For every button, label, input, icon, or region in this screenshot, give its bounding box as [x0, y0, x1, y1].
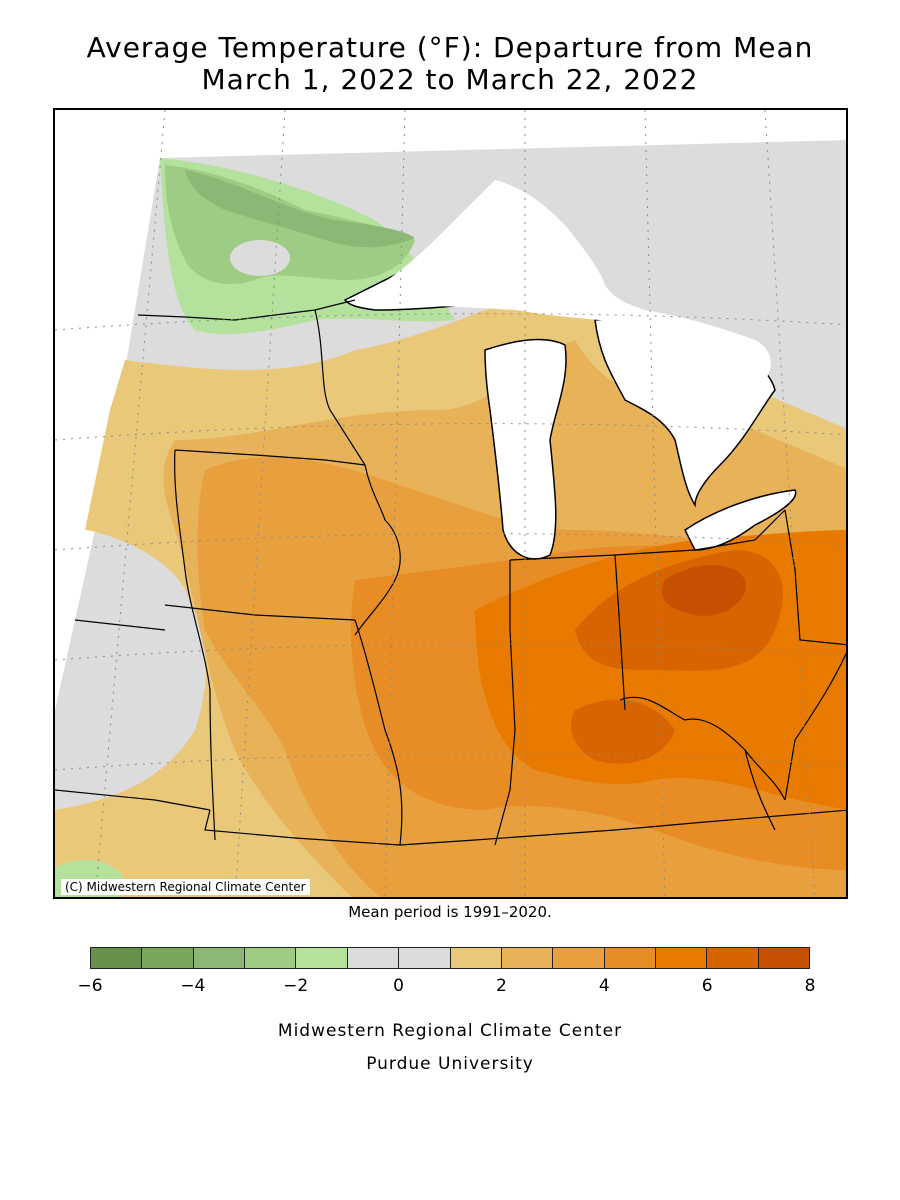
upper-land-canada	[355, 180, 771, 380]
legend-tick-label: 0	[393, 976, 404, 996]
lake-erie	[684, 489, 797, 551]
legend-swatch	[450, 948, 502, 968]
mean-period-note: Mean period is 1991–2020.	[348, 903, 552, 921]
legend-swatch	[655, 948, 708, 968]
lake-michigan	[484, 338, 567, 560]
legend-tick-label: −6	[77, 976, 103, 996]
legend-swatch	[296, 948, 348, 968]
legend-swatch	[399, 948, 451, 968]
legend-swatch	[193, 948, 246, 968]
legend-tick-label: −4	[180, 976, 206, 996]
anomaly-band-11	[185, 170, 415, 248]
legend-swatch	[347, 948, 400, 968]
anomaly-band-12	[230, 240, 290, 276]
legend-tick-label: −2	[283, 976, 309, 996]
color-legend	[90, 947, 810, 969]
map-frame: (C) Midwestern Regional Climate Center	[53, 108, 848, 899]
map-title-line1: Average Temperature (°F): Departure from…	[86, 31, 814, 64]
legend-tick-label: 6	[701, 976, 713, 996]
legend-swatch	[707, 948, 759, 968]
legend-tick-label: 8	[804, 976, 816, 996]
legend-swatch	[553, 948, 605, 968]
legend-swatch	[91, 948, 143, 968]
footer-university: Purdue University	[366, 1054, 534, 1074]
legend-tick-label: 2	[496, 976, 507, 996]
legend-tick-label: 4	[598, 976, 610, 996]
graticule	[55, 110, 846, 897]
state-boundaries	[55, 299, 846, 846]
legend-swatch	[501, 948, 554, 968]
legend-swatch	[758, 948, 810, 968]
legend-swatch	[604, 948, 656, 968]
footer-organization: Midwestern Regional Climate Center	[277, 1021, 623, 1041]
copyright-label: (C) Midwestern Regional Climate Center	[61, 879, 310, 895]
legend-swatch	[245, 948, 297, 968]
legend-swatch	[142, 948, 194, 968]
anomaly-band-8	[571, 699, 675, 764]
anomaly-band-7	[661, 565, 746, 616]
map-title-line2: March 1, 2022 to March 22, 2022	[201, 63, 699, 96]
temperature-map	[55, 110, 846, 897]
